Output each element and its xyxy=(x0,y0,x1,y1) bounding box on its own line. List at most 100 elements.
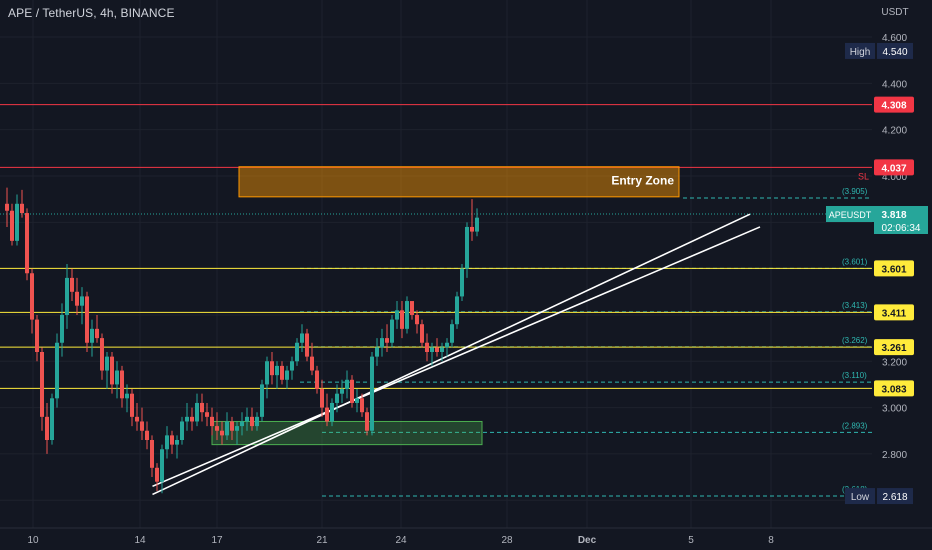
candle-body xyxy=(140,421,144,431)
level-tag-bg xyxy=(874,339,914,356)
candle-body xyxy=(220,430,224,436)
trendline xyxy=(152,226,761,488)
candle-body xyxy=(195,402,199,422)
level-tag-value: 4.308 xyxy=(881,101,906,112)
candle-body xyxy=(385,338,389,343)
candle-body xyxy=(215,426,219,431)
candle-body xyxy=(125,393,129,399)
candle-body xyxy=(425,342,429,352)
candle-body xyxy=(230,421,234,431)
current-price-bg xyxy=(874,206,928,234)
candle-body xyxy=(260,384,264,417)
level-tag-value: 3.411 xyxy=(882,308,907,319)
candle-body xyxy=(350,379,354,403)
candle-body xyxy=(285,370,289,380)
candle-body xyxy=(330,402,334,422)
y-tick-label: 4.200 xyxy=(882,126,907,137)
candle-body xyxy=(420,324,424,343)
candle-body xyxy=(345,379,349,390)
trendlines xyxy=(152,213,761,496)
candle-body xyxy=(380,338,384,348)
time-axis: 10 14 17 21 24 28 Dec 5 8 xyxy=(0,527,932,550)
level-tag-bg xyxy=(874,304,914,321)
candle-body xyxy=(190,416,194,422)
candle-body xyxy=(90,328,94,343)
candle-body xyxy=(145,430,149,440)
dashed-level-label: (3.905) xyxy=(842,187,868,196)
level-tag-value: 3.083 xyxy=(881,384,906,395)
candle-body xyxy=(110,356,114,385)
current-price-value: 3.818 xyxy=(881,210,906,221)
candle-body xyxy=(25,213,29,274)
symbol-title[interactable]: APE / TetherUS, 4h, BINANCE xyxy=(8,6,175,20)
dashed-level-label: (3.110) xyxy=(842,371,867,380)
candle-body xyxy=(85,296,89,343)
candle-body xyxy=(405,301,409,329)
candle-body xyxy=(10,210,14,241)
x-tick-label: 17 xyxy=(211,535,223,546)
candle-body xyxy=(40,352,44,417)
candle-body xyxy=(315,370,319,390)
high-value: 4.540 xyxy=(882,47,907,58)
high-value-bg xyxy=(877,42,913,59)
candle-body xyxy=(180,421,184,440)
candle-body xyxy=(135,416,139,422)
currency-label: USDT xyxy=(881,7,908,18)
x-tick-label: Dec xyxy=(578,535,597,546)
candle-body xyxy=(455,296,459,325)
candle-body xyxy=(435,347,439,352)
candle-body xyxy=(30,273,34,320)
candle-body xyxy=(100,338,104,371)
candle-body xyxy=(470,226,474,232)
level-tag-value: 3.601 xyxy=(881,264,906,275)
level-tag-value: 4.037 xyxy=(881,163,906,174)
level-tag-bg xyxy=(874,380,914,397)
candle-body xyxy=(165,435,169,450)
candle-body xyxy=(155,467,159,482)
candle-body xyxy=(250,416,254,427)
trendline xyxy=(152,213,751,496)
candle-body xyxy=(390,319,394,343)
level-tag-value: 3.261 xyxy=(881,343,906,354)
candle-body xyxy=(440,347,444,352)
candle-body xyxy=(60,314,64,343)
candle-body xyxy=(335,393,339,403)
y-tick-label: 3.000 xyxy=(882,404,907,415)
candle-body xyxy=(290,361,294,371)
x-tick-label: 10 xyxy=(27,535,39,546)
x-tick-label: 24 xyxy=(395,535,407,546)
candle-body xyxy=(240,421,244,427)
low-tag-bg xyxy=(845,488,875,505)
candle-body xyxy=(15,203,19,241)
candle-body xyxy=(430,347,434,352)
candle-body xyxy=(175,440,179,445)
candle-body xyxy=(360,398,364,413)
candle-body xyxy=(305,333,309,357)
candles xyxy=(5,187,479,494)
y-tick-label: 4.000 xyxy=(882,172,907,183)
dashed-level-label: (3.262) xyxy=(842,336,868,345)
candle-body xyxy=(370,356,374,431)
current-symbol-bg xyxy=(826,206,874,222)
candle-body xyxy=(280,365,284,380)
level-tag-bg xyxy=(874,159,914,176)
candle-body xyxy=(130,393,134,417)
candle-body xyxy=(20,203,24,214)
candle-body xyxy=(55,342,59,399)
candle-body xyxy=(460,268,464,297)
candle-body xyxy=(120,370,124,399)
candle-body xyxy=(325,407,329,422)
candle-body xyxy=(450,324,454,343)
candle-body xyxy=(265,361,269,385)
candle-body xyxy=(210,416,214,427)
candle-body xyxy=(235,426,239,431)
x-tick-label: 28 xyxy=(501,535,513,546)
candle-body xyxy=(300,333,304,343)
x-tick-label: 21 xyxy=(316,535,328,546)
low-value-bg xyxy=(877,488,913,505)
candle-body xyxy=(5,203,9,211)
candle-body xyxy=(245,416,249,422)
candle-body xyxy=(275,365,279,376)
candle-body xyxy=(295,342,299,362)
